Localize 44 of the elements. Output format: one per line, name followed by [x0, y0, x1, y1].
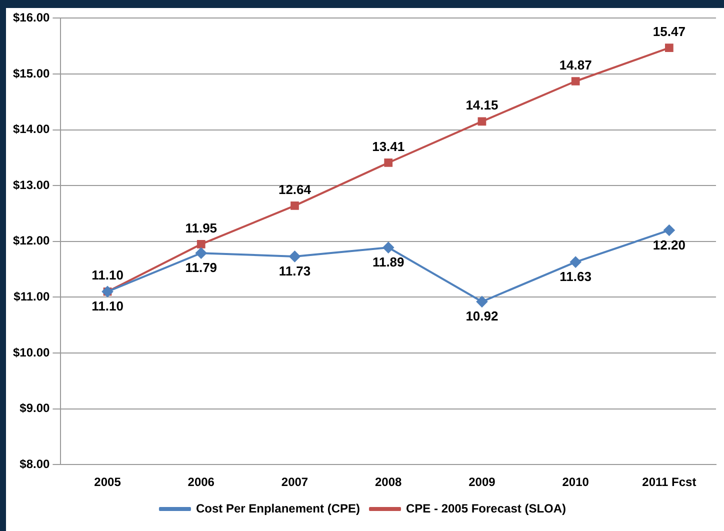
- x-tick-label: 2007: [281, 475, 308, 490]
- data-label: 11.89: [372, 254, 404, 270]
- point: [664, 224, 675, 236]
- y-tick-label: $15.00: [13, 66, 50, 80]
- point: [665, 44, 674, 52]
- point: [571, 77, 580, 86]
- y-tick-label: $8.00: [20, 456, 50, 471]
- data-label: 11.63: [560, 269, 592, 284]
- y-tick-label: $11.00: [14, 290, 50, 304]
- point: [382, 242, 394, 254]
- y-tick-label: $13.00: [13, 178, 50, 192]
- point: [196, 248, 207, 259]
- y-tick-label: $9.00: [20, 401, 50, 416]
- point: [289, 250, 300, 262]
- point: [570, 256, 582, 268]
- y-tick-label: $10.00: [13, 345, 50, 360]
- point: [290, 202, 299, 210]
- x-tick-label: 2009: [468, 475, 496, 490]
- x-tick-label: 2006: [188, 475, 215, 490]
- y-tick-label: $14.00: [13, 122, 50, 136]
- data-label: 11.95: [185, 220, 218, 236]
- legend-label: Cost Per Enplanement (CPE): [196, 501, 360, 516]
- data-label: 11.10: [92, 268, 124, 283]
- data-label: 15.47: [652, 24, 686, 39]
- data-label: 14.87: [559, 57, 592, 72]
- data-label: 10.92: [466, 308, 498, 324]
- data-label: 11.79: [185, 260, 218, 276]
- data-label: 12.20: [652, 237, 686, 252]
- point: [196, 240, 206, 248]
- data-label: 12.64: [278, 182, 312, 197]
- point: [478, 117, 486, 126]
- point: [476, 296, 488, 308]
- legend-label: CPE - 2005 Forecast (SLOA): [406, 501, 566, 516]
- y-tick-label: $16.00: [13, 10, 50, 25]
- data-label: 14.15: [466, 98, 498, 113]
- x-tick-label: 2011 Fcst: [642, 475, 696, 490]
- data-label: 11.10: [92, 298, 124, 314]
- x-tick-label: 2008: [375, 475, 402, 490]
- point: [384, 158, 393, 167]
- y-tick-label: $12.00: [13, 234, 50, 248]
- data-label: 13.41: [372, 138, 405, 154]
- x-tick-label: 2010: [562, 475, 590, 490]
- x-tick-label: 2005: [94, 475, 122, 490]
- data-label: 11.73: [278, 264, 311, 279]
